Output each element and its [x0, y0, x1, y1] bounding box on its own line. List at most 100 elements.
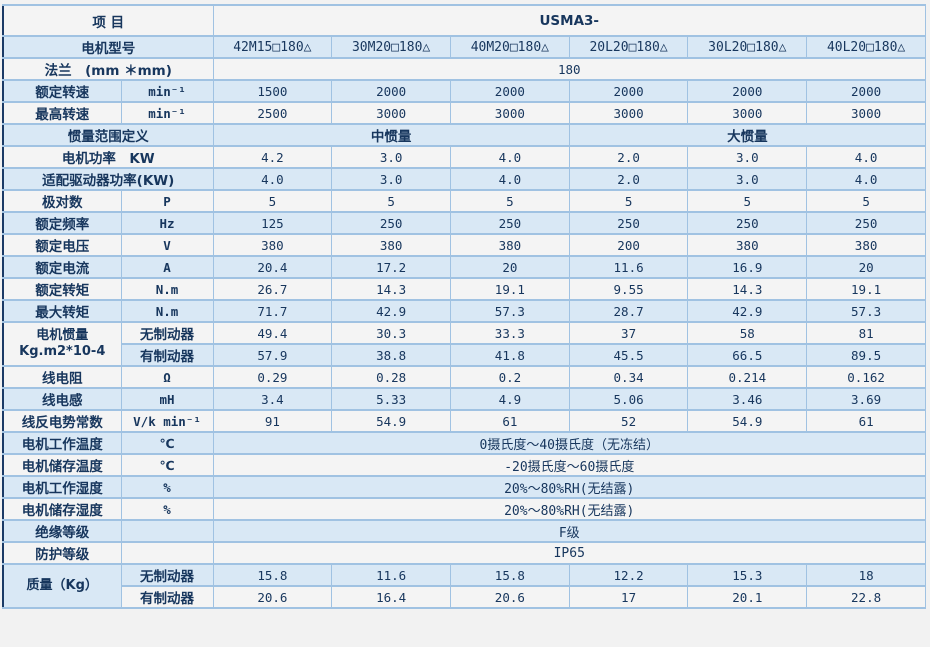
table-row: 绝缘等级 F级 — [2, 519, 927, 543]
cell-value: 89.5 — [806, 343, 926, 367]
cell-value: 3000 — [331, 101, 451, 125]
table-row: 额定电流 A 20.4 17.2 20 11.6 16.9 20 — [2, 255, 926, 279]
row-unit: Ω — [120, 365, 214, 389]
cell-value: 4.0 — [806, 145, 926, 169]
cell-value: 42.9 — [687, 299, 808, 323]
cell-value: 2000 — [687, 79, 808, 103]
row-label: 电机功率 KW — [2, 145, 214, 169]
table-row: 最大转矩 N.m 71.7 42.9 57.3 28.7 42.9 57.3 — [2, 299, 926, 323]
table-row: 质量（Kg） 无制动器 15.8 11.6 15.8 12.2 15.3 18 — [2, 563, 926, 609]
cell-value: 12.2 — [568, 563, 689, 587]
table-row: 额定转速 min⁻¹ 1500 2000 2000 2000 2000 2000 — [2, 79, 926, 103]
cell-value: 250 — [806, 211, 926, 235]
cell-value: 38.8 — [331, 343, 451, 367]
motor-spec-table: 项 目 USMA3- 电机型号 42M15□180△ 30M20□180△ 40M20… — [2, 4, 927, 609]
row-label: 线反电势常数 — [2, 409, 122, 433]
header-row: 项 目 USMA3- — [2, 4, 927, 37]
cell-value: 20.1 — [687, 585, 808, 609]
cell-value: 30.3 — [331, 321, 451, 345]
cell-value: 125 — [212, 211, 333, 235]
row-unit: A — [120, 255, 214, 279]
model-cell: 40M20□180△ — [449, 35, 570, 59]
row-label: 电机储存湿度 — [2, 497, 122, 521]
cell-value: 380 — [806, 233, 926, 257]
cell-value: 250 — [687, 211, 808, 235]
cell-value: 3.0 — [331, 145, 451, 169]
model-cell: 40L20□180△ — [806, 35, 926, 59]
row-unit: % — [120, 475, 214, 499]
row-label: 最高转速 — [2, 101, 122, 125]
merged-value: IP65 — [212, 541, 927, 565]
cell-value: 3000 — [806, 101, 926, 125]
merged-value: -20摄氏度～60摄氏度 — [212, 453, 927, 477]
cell-value: 20.6 — [212, 585, 333, 609]
cell-value: 5 — [212, 189, 333, 213]
row-label: 额定转矩 — [2, 277, 122, 301]
cell-value: 250 — [449, 211, 570, 235]
table-row: 电机型号 42M15□180△ 30M20□180△ 40M20□180△ 20L20□… — [2, 35, 926, 59]
merged-value: 20%～80%RH(无结露) — [212, 475, 927, 499]
table-row: 适配驱动器功率(KW) 4.0 3.0 4.0 2.0 3.0 4.0 — [2, 167, 926, 191]
inertia-large-cell: 大惯量 — [568, 123, 927, 147]
cell-value: 2.0 — [568, 167, 689, 191]
row-unit — [120, 541, 214, 565]
table-row: 电机工作湿度% 20%～80%RH(无结露) — [2, 475, 927, 499]
row-label: 绝缘等级 — [2, 519, 122, 543]
merged-value: 20%～80%RH(无结露) — [212, 497, 927, 521]
row-sub-label: 有制动器 — [120, 585, 214, 609]
row-group-label: 质量（Kg） — [2, 563, 122, 609]
cell-value: 380 — [687, 233, 808, 257]
table-row: 最高转速 min⁻¹ 2500 3000 3000 3000 3000 3000 — [2, 101, 926, 125]
spec-table-body: 电机型号 42M15□180△ 30M20□180△ 40M20□180△ 20L20□… — [2, 35, 927, 609]
cell-value: 3.4 — [212, 387, 333, 411]
item-header: 项 目 — [2, 4, 214, 37]
row-unit: min⁻¹ — [120, 79, 214, 103]
cell-value: 5 — [449, 189, 570, 213]
table-row: 有制动器 20.6 16.4 20.6 17 20.1 22.8 — [3, 585, 926, 609]
row-label: 电机储存温度 — [2, 453, 122, 477]
table-row: 防护等级 IP65 — [2, 541, 927, 565]
cell-value: 4.0 — [806, 167, 926, 191]
cell-value: 20.4 — [212, 255, 333, 279]
cell-value: 57.3 — [806, 299, 926, 323]
row-label: 适配驱动器功率(KW) — [2, 167, 214, 191]
cell-value: 3000 — [687, 101, 808, 125]
cell-value: 4.0 — [449, 167, 570, 191]
table-row: 法兰 (mm ＊mm) 180 — [2, 57, 927, 81]
inertia-medium-cell: 中惯量 — [212, 123, 570, 147]
model-cell: 20L20□180△ — [568, 35, 689, 59]
row-sub-label: 无制动器 — [120, 321, 214, 345]
cell-value: 1500 — [212, 79, 333, 103]
cell-value: 4.0 — [449, 145, 570, 169]
table-row: 电机储存温度 ℃ -20摄氏度～60摄氏度 — [2, 453, 927, 477]
row-unit: Hz — [120, 211, 214, 235]
cell-value: 49.4 — [212, 321, 333, 345]
cell-value: 2000 — [806, 79, 926, 103]
cell-value: 5.06 — [568, 387, 689, 411]
table-row: 电机储存湿度% 20%～80%RH(无结露) — [2, 497, 927, 521]
table-row: 极对数 P 5 5 5 5 5 5 — [2, 189, 926, 213]
cell-value: 380 — [449, 233, 570, 257]
table-row: 线电阻 Ω 0.29 0.28 0.2 0.34 0.214 0.162 — [2, 365, 926, 389]
cell-value: 42.9 — [331, 299, 451, 323]
cell-value: 2000 — [331, 79, 451, 103]
merged-value: 0摄氏度～40摄氏度（无冻结） — [212, 431, 927, 455]
row-label: 线电感 — [2, 387, 122, 411]
cell-value: 5.33 — [331, 387, 451, 411]
row-label: 额定频率 — [2, 211, 122, 235]
cell-value: 54.9 — [331, 409, 451, 433]
cell-value: 3.0 — [687, 167, 808, 191]
table-row: 额定频率 Hz 125 250 250 250 250 250 — [2, 211, 926, 235]
cell-value: 5 — [568, 189, 689, 213]
table-row: 额定转矩 N.m 26.7 14.3 19.1 9.55 14.3 19.1 — [2, 277, 926, 301]
table-row: 线反电势常数 V/k min⁻¹ 91 54.9 61 52 54.9 61 — [2, 409, 926, 433]
row-unit — [120, 519, 214, 543]
row-label: 电机工作湿度 — [2, 475, 122, 499]
cell-value: 0.214 — [687, 365, 808, 389]
cell-value: 61 — [449, 409, 570, 433]
cell-value: 20.6 — [449, 585, 570, 609]
cell-value: 16.9 — [687, 255, 808, 279]
row-label: 电机工作温度 — [2, 431, 122, 455]
row-unit: mH — [120, 387, 214, 411]
cell-value: 18 — [806, 563, 926, 587]
